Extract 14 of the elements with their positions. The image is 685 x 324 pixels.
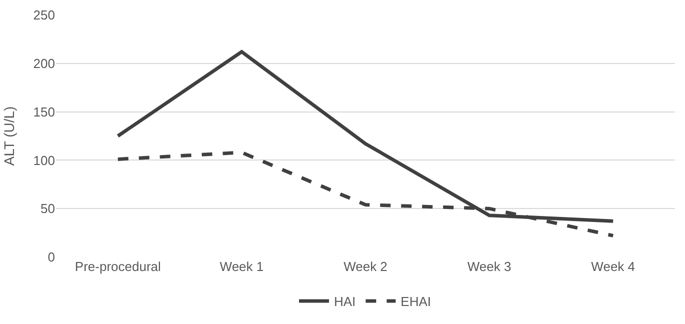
y-tick-label: 100 — [33, 152, 55, 168]
x-tick-label: Pre-procedural — [74, 259, 161, 274]
x-tick-label: Week 4 — [591, 259, 636, 274]
x-tick-label: Week 1 — [220, 259, 264, 274]
y-tick-label: 200 — [33, 56, 55, 71]
y-tick-label: 150 — [33, 104, 55, 120]
x-tick-label: Week 3 — [467, 259, 512, 274]
y-axis-title: ALT (U/L) — [0, 106, 17, 166]
y-tick-label: 50 — [40, 201, 55, 216]
legend-label: EHAI — [400, 294, 432, 310]
legend-label: HAI — [334, 294, 356, 310]
y-tick-label: 0 — [48, 250, 55, 265]
x-tick-label: Week 2 — [344, 259, 388, 274]
y-tick-label: 250 — [33, 8, 55, 23]
